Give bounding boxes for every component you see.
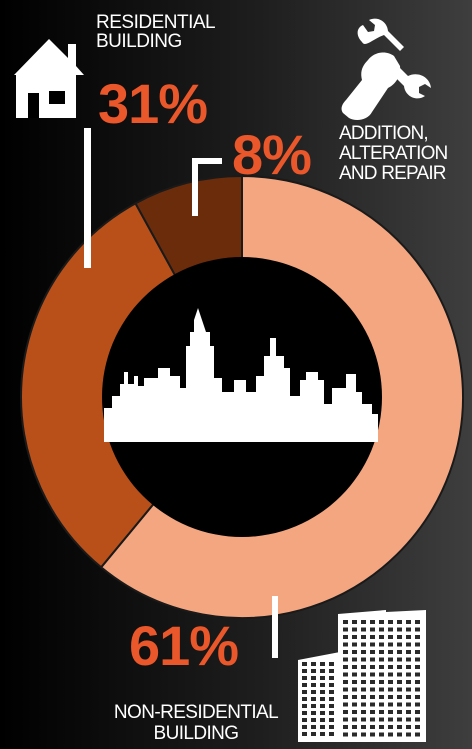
non-residential-percent: 61% [129, 614, 239, 677]
non-residential-label: NON-RESIDENTIAL BUILDING [113, 702, 279, 744]
addition-leader-line-top [192, 158, 222, 164]
residential-leader-line [84, 128, 91, 268]
residential-label: RESIDENTIAL BUILDING [96, 12, 216, 52]
residential-percent: 31% [98, 72, 208, 135]
office-building-icon [298, 610, 426, 742]
addition-label: ADDITION, ALTERATION AND REPAIR [339, 123, 448, 184]
city-skyline-icon [104, 308, 378, 442]
wrench-hand-icon [341, 18, 431, 120]
addition-leader-line [192, 158, 198, 216]
non-residential-leader-line [272, 596, 278, 658]
house-icon [14, 39, 84, 118]
addition-percent: 8% [232, 123, 312, 186]
